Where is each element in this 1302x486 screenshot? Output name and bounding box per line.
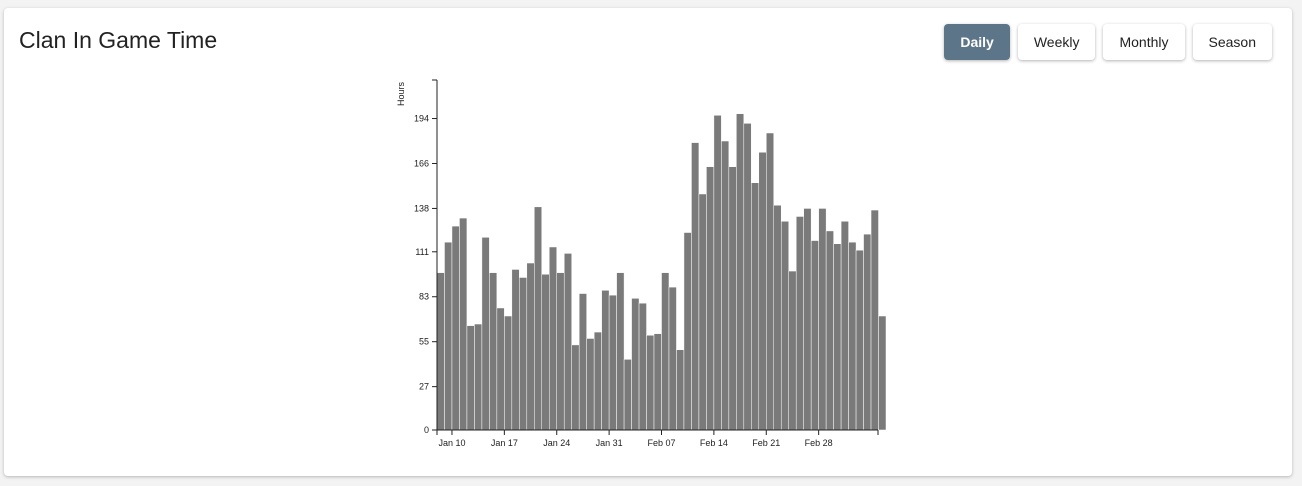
- bar: [638, 302, 647, 431]
- bar: [474, 323, 483, 431]
- bar: [586, 338, 595, 431]
- bar: [601, 290, 610, 431]
- bar: [706, 166, 715, 431]
- bar: [549, 246, 557, 431]
- panel-title: Clan In Game Time: [19, 27, 218, 53]
- bar: [878, 315, 887, 431]
- bar: [788, 270, 797, 431]
- x-tick-label: Feb 07: [647, 438, 675, 448]
- x-tick-label: Feb 28: [805, 438, 833, 448]
- x-tick-label: Jan 10: [438, 438, 465, 448]
- x-tick-label: Jan 17: [491, 438, 518, 448]
- bar: [511, 269, 520, 431]
- bar: [623, 359, 632, 431]
- period-toggle: Daily Weekly Monthly Season: [944, 24, 1272, 60]
- bar: [526, 262, 535, 431]
- bar: [810, 240, 819, 431]
- bar: [608, 294, 617, 431]
- bar: [780, 221, 789, 431]
- x-tick-label: Feb 21: [752, 438, 780, 448]
- bar: [773, 204, 782, 431]
- bar: [646, 335, 655, 431]
- bar: [563, 253, 572, 431]
- bar: [728, 166, 737, 431]
- bar: [668, 286, 677, 431]
- bar: [541, 274, 550, 431]
- season-button[interactable]: Season: [1192, 24, 1272, 60]
- bar: [736, 113, 745, 431]
- y-tick-label: 0: [424, 425, 429, 435]
- y-tick-label: 111: [415, 247, 429, 257]
- bar: [571, 344, 580, 431]
- bar: [855, 249, 864, 431]
- bar: [661, 272, 670, 431]
- bar: [466, 325, 475, 431]
- y-tick-label: 194: [414, 114, 429, 124]
- bar: [436, 272, 445, 431]
- bar: [683, 232, 692, 431]
- bar: [481, 237, 490, 431]
- bar: [616, 272, 625, 431]
- bar: [534, 206, 543, 431]
- monthly-button[interactable]: Monthly: [1103, 24, 1185, 60]
- y-tick-label: 55: [419, 337, 429, 347]
- bar: [848, 241, 857, 431]
- bar: [818, 208, 827, 431]
- daily-button[interactable]: Daily: [944, 24, 1010, 60]
- bar: [459, 217, 468, 431]
- x-tick-label: Jan 31: [596, 438, 623, 448]
- bar: [489, 272, 498, 431]
- bar: [870, 209, 879, 431]
- x-tick-label: Feb 14: [700, 438, 728, 448]
- y-tick-label: 166: [414, 158, 429, 168]
- bar: [631, 298, 640, 431]
- bar: [676, 349, 685, 431]
- bar: [593, 331, 602, 431]
- bar: [653, 333, 662, 431]
- y-tick-label: 83: [419, 292, 429, 302]
- bar: [863, 233, 872, 431]
- bar: [795, 216, 804, 431]
- x-tick-label: Jan 24: [543, 438, 570, 448]
- bar: [825, 230, 834, 431]
- bar: [556, 272, 565, 431]
- bar: [721, 140, 730, 431]
- bar: [713, 115, 722, 431]
- bar: [751, 182, 760, 431]
- bar: [451, 225, 460, 431]
- y-tick-label: 138: [414, 203, 429, 213]
- bar: [743, 123, 752, 431]
- bar: [691, 142, 700, 431]
- bar: [444, 241, 453, 431]
- bar: [496, 307, 505, 431]
- bar: [698, 193, 707, 431]
- y-axis-label: Hours: [396, 82, 406, 107]
- y-tick-label: 27: [419, 382, 429, 392]
- bar: [578, 293, 587, 431]
- bar: [840, 221, 849, 431]
- bar: [519, 277, 528, 431]
- weekly-button[interactable]: Weekly: [1017, 24, 1096, 60]
- bar: [766, 132, 774, 431]
- bar: [504, 315, 513, 431]
- bar: [833, 243, 842, 431]
- bar: [758, 151, 767, 431]
- bar: [803, 208, 812, 431]
